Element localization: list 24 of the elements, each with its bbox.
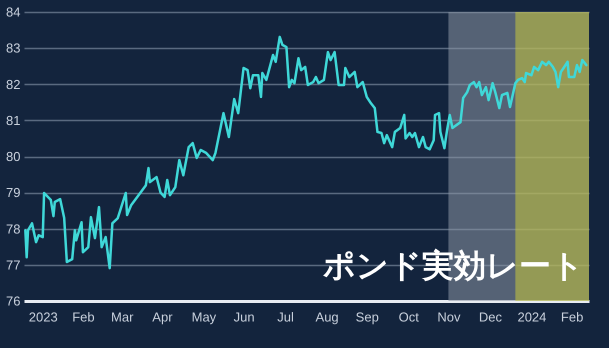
y-tick-label: 76	[6, 294, 20, 308]
text: ポンド実効レート	[322, 247, 584, 284]
x-tick-label: May	[192, 310, 217, 324]
y-tick-label: 79	[6, 185, 20, 200]
x-tick-label: Jun	[234, 310, 255, 324]
x-tick-label: Apr	[152, 310, 174, 324]
x-tick-label: Oct	[398, 310, 420, 324]
x-tick-label: 2023	[28, 310, 58, 324]
x-tick-label: Aug	[316, 310, 339, 324]
x-tick-label: Nov	[437, 310, 461, 324]
y-tick-label: 77	[6, 257, 20, 272]
x-tick-label: Sep	[356, 310, 379, 324]
y-tick-label: 81	[6, 112, 20, 128]
y-tick-label: 84	[6, 4, 20, 20]
x-tick-label: Dec	[478, 310, 502, 324]
y-tick-label: 78	[6, 221, 20, 236]
y-tick-label: 82	[6, 76, 20, 92]
x-tick-label: Mar	[111, 310, 134, 324]
x-tick-label: Feb	[72, 310, 95, 324]
x-tick-label: Feb	[560, 310, 584, 324]
x-tick-label: 2024	[517, 310, 546, 324]
y-tick-label: 80	[6, 149, 20, 164]
y-tick-label: 83	[6, 40, 20, 56]
x-tick-label: Jul	[277, 310, 294, 324]
